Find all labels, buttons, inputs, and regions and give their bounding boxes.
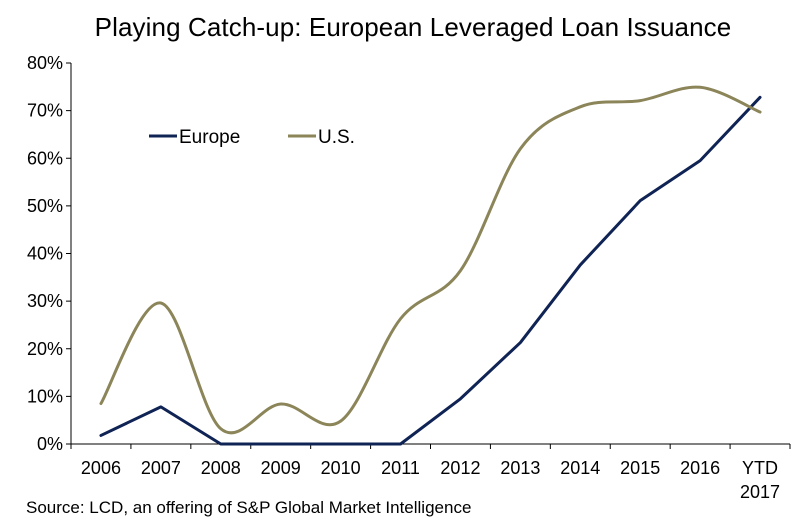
y-tick-label: 20% <box>27 339 63 359</box>
y-ticks: 0% 10% 20% 30% 40% 50% 60% 70% 80% <box>27 53 71 454</box>
x-tick-label: 2015 <box>620 458 660 478</box>
plot-area <box>70 63 790 445</box>
y-tick-label: 50% <box>27 196 63 216</box>
legend-label: U.S. <box>318 127 355 148</box>
x-tick-label: 2007 <box>141 458 181 478</box>
x-ticks: 2006 2007 2008 2009 2010 2011 2012 2013 2014 2015… <box>70 444 791 502</box>
chart-title: Playing Catch-up: European Leveraged Loa… <box>94 12 732 42</box>
series-line-u-s <box>99 85 762 435</box>
series-layer <box>99 85 762 446</box>
legend-label: Europe <box>179 127 240 148</box>
y-tick-label: 60% <box>27 148 63 168</box>
x-tick-label: 2016 <box>680 458 720 478</box>
y-tick-label: 70% <box>27 101 63 121</box>
y-tick-label: 30% <box>27 291 63 311</box>
x-tick-label: 2013 <box>500 458 540 478</box>
x-tick-label: 2012 <box>440 458 480 478</box>
legend: Europe U.S. <box>149 127 355 148</box>
x-tick-label: 2006 <box>81 458 121 478</box>
y-tick-label: 80% <box>27 53 63 73</box>
x-tick-label: 2010 <box>321 458 361 478</box>
y-tick-label: 40% <box>27 244 63 264</box>
x-tick-label: 2008 <box>201 458 241 478</box>
x-tick-label: YTD <box>742 458 778 478</box>
x-tick-label: 2017 <box>740 482 780 502</box>
x-tick-label: 2009 <box>261 458 301 478</box>
y-tick-label: 10% <box>27 386 63 406</box>
x-tick-label: 2011 <box>381 458 420 478</box>
y-tick-label: 0% <box>37 434 63 454</box>
series-line-europe <box>99 95 762 446</box>
x-tick-label: 2014 <box>560 458 600 478</box>
source-note: Source: LCD, an offering of S&P Global M… <box>26 498 472 517</box>
